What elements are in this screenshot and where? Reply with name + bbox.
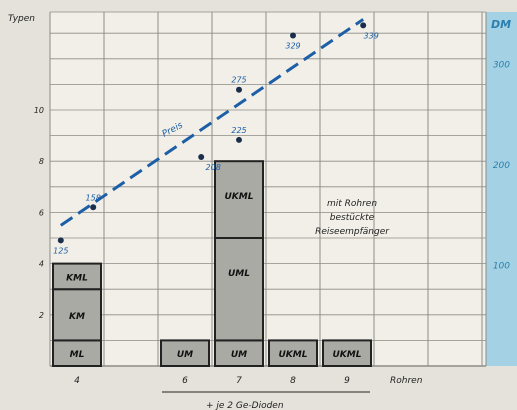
annotation-line: bestückte — [330, 213, 375, 223]
price-point-label: 125 — [53, 246, 68, 255]
price-point-label: 339 — [364, 31, 379, 40]
price-point-label: 225 — [231, 126, 246, 135]
x-axis-title: Rohren — [390, 376, 423, 386]
trend-layer: 125 158 208 225 275 329 339 — [53, 18, 379, 255]
category-label: 6 — [182, 376, 188, 386]
price-point-label: 329 — [285, 41, 300, 50]
price-point — [57, 237, 64, 244]
left-tick-label: 4 — [39, 260, 44, 269]
price-point — [236, 136, 242, 143]
background-layer — [50, 12, 517, 366]
right-axis-title: DM — [491, 18, 511, 31]
category-label: 7 — [236, 376, 242, 386]
left-tick-label: 2 — [39, 311, 44, 320]
left-tick-label: 8 — [39, 157, 44, 166]
bar-segment-label: UKML — [279, 350, 308, 360]
price-point-label: 158 — [86, 193, 101, 202]
plot-area — [50, 12, 486, 366]
bar-segment-label: UKML — [333, 350, 362, 360]
bar-segment-label: UKML — [225, 192, 254, 202]
bar-segment — [268, 339, 318, 367]
category-label: 8 — [290, 376, 296, 386]
right-axis-band — [486, 12, 517, 366]
right-tick-label: 200 — [493, 161, 510, 171]
right-tick-label: 100 — [493, 262, 510, 272]
bar-segment — [214, 237, 264, 342]
category-label: 4 — [74, 376, 80, 386]
bar-segment — [160, 339, 210, 367]
price-point — [360, 22, 367, 29]
price-point — [90, 204, 97, 211]
bar-segment-label: UM — [231, 350, 247, 360]
bar-segment-label: UM — [177, 350, 193, 360]
annotation-line: Reiseempfänger — [315, 227, 390, 237]
left-tick-label: 6 — [39, 208, 44, 217]
footnote: + je 2 Ge-Dioden — [206, 401, 284, 410]
right-tick-label: 300 — [493, 61, 510, 71]
bar-segment — [214, 160, 264, 239]
bar-segment — [52, 262, 102, 291]
bar-segment — [52, 288, 102, 342]
price-point — [290, 32, 296, 39]
category-label: 9 — [344, 376, 350, 386]
bars-layer: ML KM KML UM UM UML UKML UKML UKML — [52, 160, 372, 367]
left-tick-label: 10 — [34, 106, 44, 115]
price-point — [236, 86, 242, 93]
bar-segment — [322, 339, 372, 367]
price-point — [198, 154, 205, 161]
price-point-label: 208 — [206, 163, 221, 172]
bar-segment-label: KML — [66, 273, 88, 283]
annotation-line: mit Rohren — [327, 199, 377, 209]
bar-segment-label: UML — [228, 269, 250, 279]
price-trend-line — [59, 18, 365, 227]
bar-segment-label: ML — [70, 350, 85, 360]
left-axis-title: Typen — [8, 14, 35, 24]
price-point-label: 275 — [231, 76, 246, 85]
bar-segment-label: KM — [69, 312, 85, 322]
